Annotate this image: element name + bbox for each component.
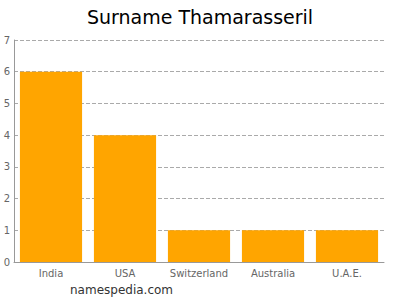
svg-text:namespedia.com: namespedia.com: [70, 283, 173, 297]
svg-text:3: 3: [4, 161, 10, 172]
svg-text:Switzerland: Switzerland: [170, 268, 228, 279]
svg-text:India: India: [39, 268, 64, 279]
svg-text:5: 5: [4, 98, 10, 109]
svg-text:0: 0: [4, 257, 10, 268]
svg-text:6: 6: [4, 66, 10, 77]
svg-text:4: 4: [4, 130, 10, 141]
svg-text:Surname Thamarasseril: Surname Thamarasseril: [87, 6, 313, 28]
svg-text:U.A.E.: U.A.E.: [332, 268, 362, 279]
svg-text:1: 1: [4, 225, 10, 236]
svg-text:USA: USA: [115, 268, 136, 279]
svg-text:Australia: Australia: [251, 268, 295, 279]
svg-text:7: 7: [4, 35, 10, 46]
svg-text:2: 2: [4, 193, 10, 204]
